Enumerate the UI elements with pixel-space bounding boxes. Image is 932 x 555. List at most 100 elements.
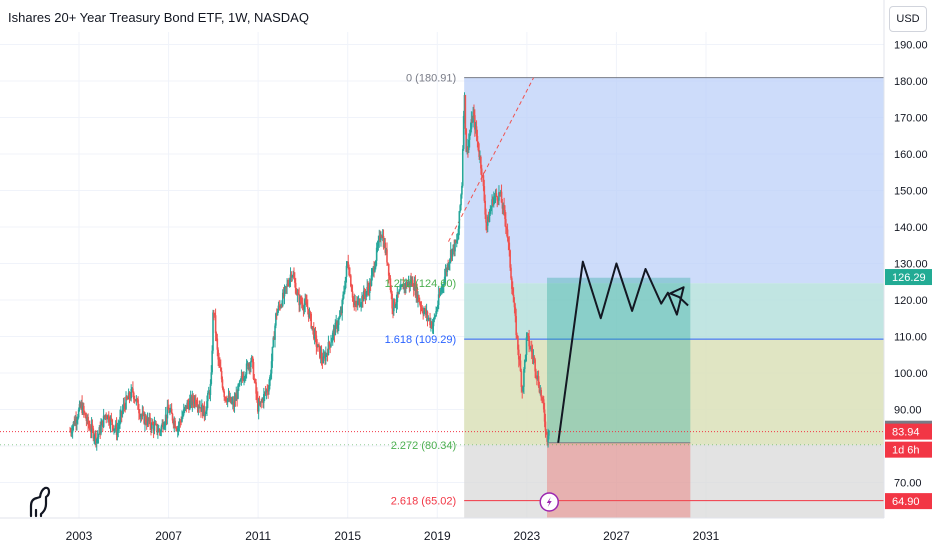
candle — [155, 423, 157, 425]
candle — [494, 193, 497, 196]
candle — [443, 283, 445, 286]
candle — [168, 409, 170, 413]
candle — [199, 407, 201, 409]
currency-button[interactable]: USD — [889, 6, 927, 32]
candle — [428, 318, 430, 320]
candle — [104, 414, 107, 418]
candle — [103, 415, 106, 418]
candle — [440, 290, 443, 292]
candle — [213, 312, 216, 316]
candle — [461, 148, 464, 186]
candle — [232, 401, 234, 403]
candle — [473, 111, 475, 116]
candle — [476, 135, 479, 142]
candle — [120, 411, 123, 415]
candle — [232, 401, 235, 407]
candle — [195, 403, 198, 406]
candle — [426, 311, 429, 319]
candle — [150, 425, 152, 429]
candle — [368, 282, 371, 294]
candle — [506, 229, 509, 239]
candle — [362, 296, 364, 302]
price-label: 83.94 — [892, 427, 920, 439]
candle — [301, 303, 304, 308]
candle — [249, 364, 251, 368]
candle — [314, 331, 317, 336]
candle — [224, 396, 226, 398]
candle — [510, 267, 512, 279]
candle — [515, 316, 517, 335]
candle — [466, 146, 468, 152]
candle — [535, 371, 537, 376]
candle — [84, 413, 87, 419]
candle — [266, 389, 269, 392]
candle — [308, 312, 311, 318]
candle — [408, 281, 411, 286]
candle — [142, 412, 145, 414]
candle — [542, 399, 545, 410]
candle — [107, 415, 109, 420]
candle — [405, 282, 407, 288]
candle — [480, 168, 483, 176]
candle — [70, 431, 72, 433]
candle — [516, 334, 518, 336]
candle — [148, 417, 151, 422]
candle — [345, 265, 348, 277]
candle — [347, 261, 350, 268]
candle — [152, 424, 155, 431]
candle — [271, 346, 274, 362]
x-tick-label: 2011 — [245, 529, 271, 543]
candle — [351, 291, 354, 298]
candle — [364, 294, 367, 297]
candle — [258, 403, 261, 405]
candle — [223, 391, 226, 397]
candle — [172, 420, 175, 425]
candle — [496, 196, 499, 201]
candle — [382, 236, 385, 248]
candle — [448, 263, 450, 268]
candle — [410, 280, 412, 285]
candle — [126, 396, 128, 399]
candle — [482, 175, 485, 187]
candle — [176, 428, 179, 431]
candle — [421, 307, 424, 312]
candle — [545, 430, 548, 433]
y-tick-label: 120.00 — [894, 295, 928, 307]
candle — [189, 397, 192, 401]
price-label-bg — [885, 269, 932, 286]
candle — [246, 363, 249, 365]
candle — [256, 397, 259, 412]
candle — [210, 372, 213, 384]
price-label-bg — [885, 493, 932, 510]
candle — [388, 275, 391, 279]
candle — [493, 195, 496, 198]
candle — [302, 307, 305, 310]
candle — [240, 375, 243, 380]
candle — [483, 186, 486, 201]
candle — [396, 292, 399, 303]
candle — [511, 278, 513, 289]
candle — [126, 398, 129, 400]
candle — [184, 405, 187, 408]
candle — [411, 279, 413, 285]
candle — [95, 432, 97, 443]
candle — [280, 305, 282, 308]
candle — [256, 393, 258, 398]
candle — [500, 191, 503, 203]
candle — [524, 354, 527, 361]
candle — [338, 316, 341, 319]
candle — [245, 363, 248, 375]
candle — [180, 421, 182, 423]
candle — [312, 326, 314, 328]
candle — [527, 333, 530, 337]
candle — [170, 408, 173, 414]
candle — [507, 238, 510, 243]
candle — [214, 315, 217, 334]
candle — [186, 402, 188, 409]
candle — [331, 339, 333, 343]
candle — [83, 406, 85, 412]
candle — [221, 379, 224, 388]
chart-title: Ishares 20+ Year Treasury Bond ETF, 1W, … — [8, 10, 309, 25]
